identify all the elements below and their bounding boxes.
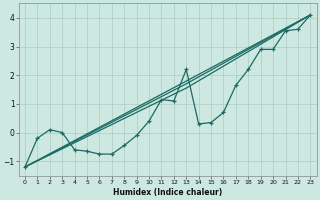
X-axis label: Humidex (Indice chaleur): Humidex (Indice chaleur): [113, 188, 222, 197]
